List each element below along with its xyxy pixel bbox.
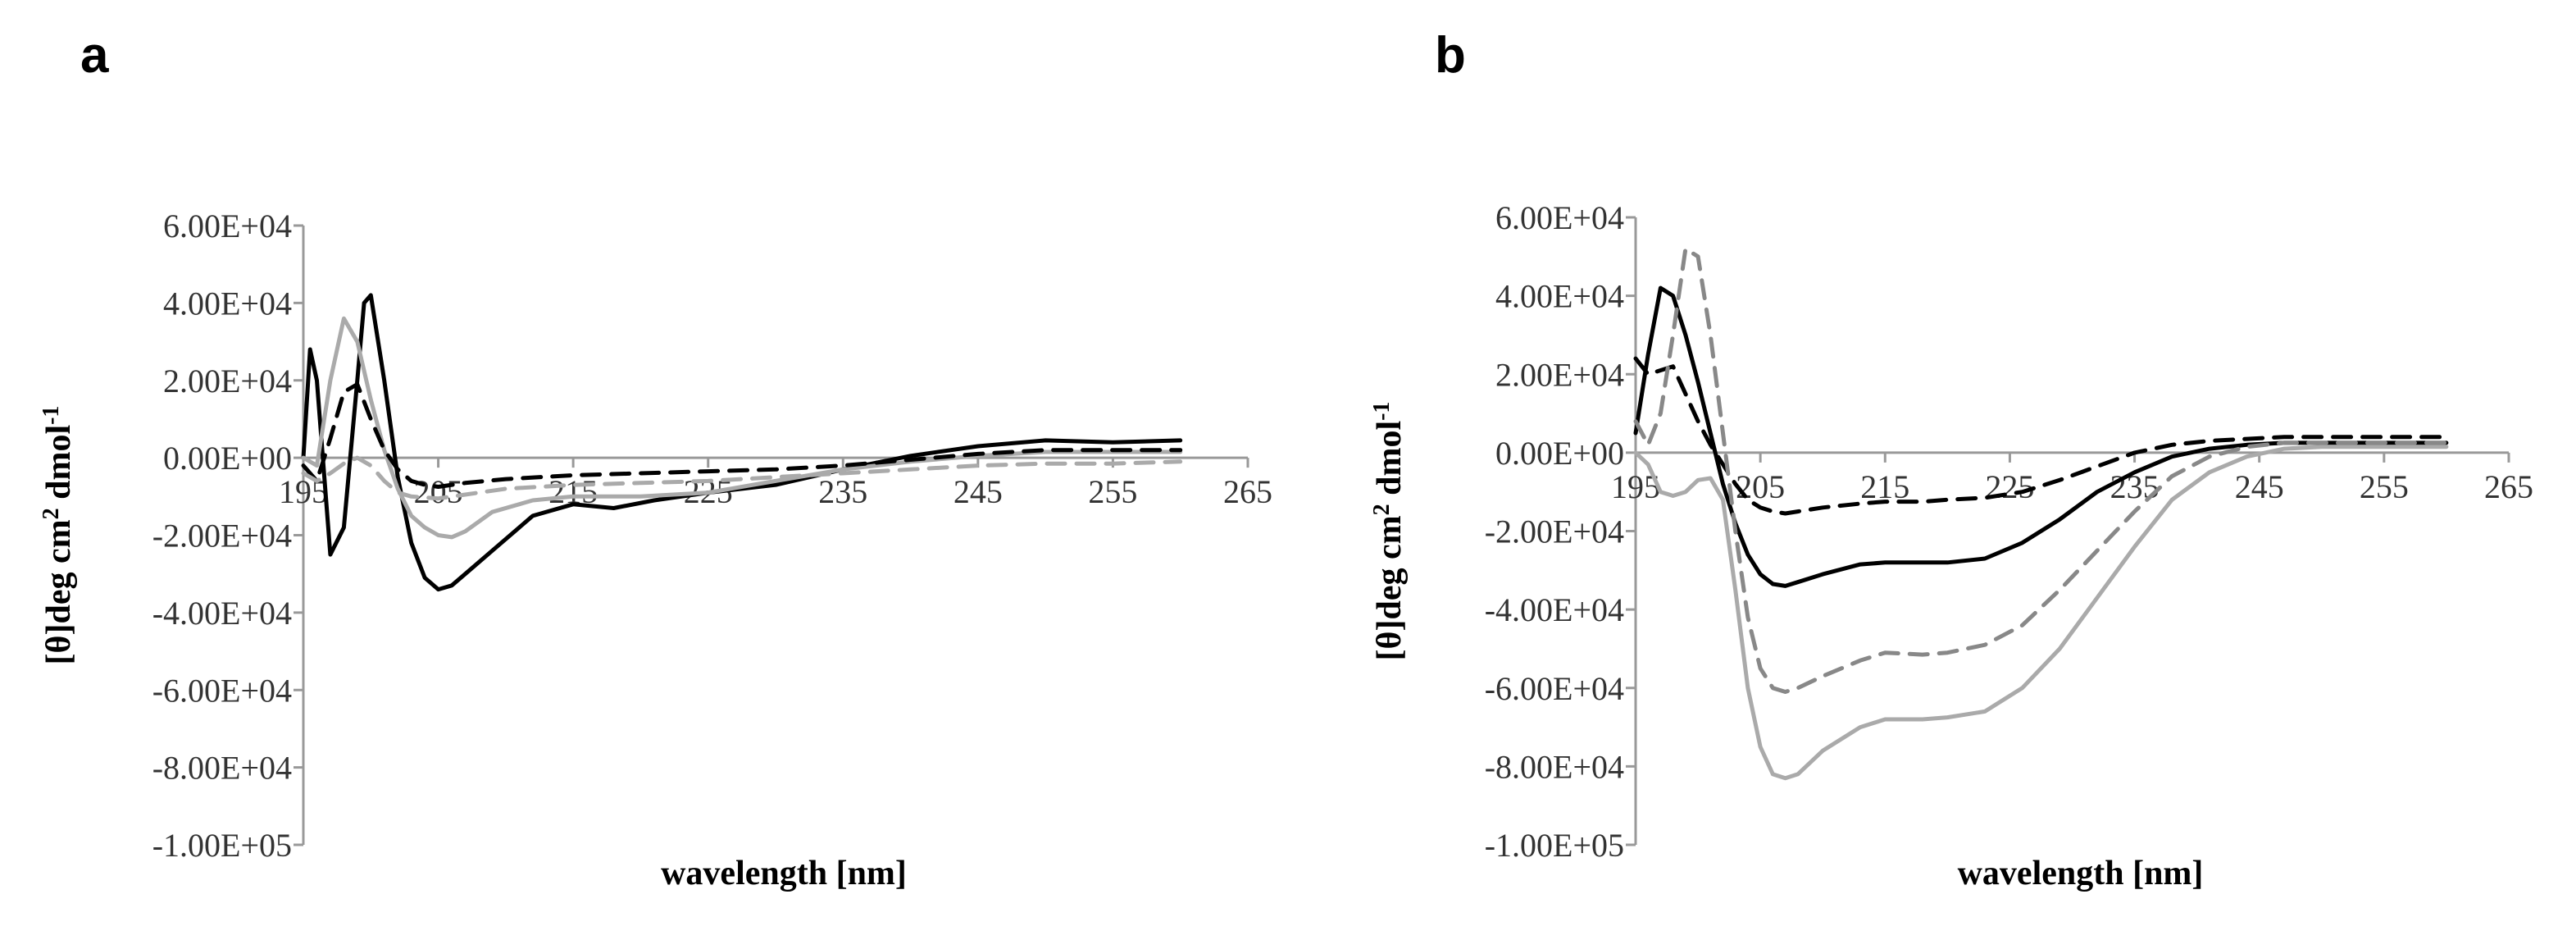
y-tick-label: -1.00E+05 [152, 827, 292, 864]
y-tick-label: -1.00E+05 [1485, 827, 1624, 864]
y-tick-label: -4.00E+04 [152, 595, 292, 632]
y-tick-label: -2.00E+04 [152, 518, 292, 554]
series-line-1 [1633, 285, 2449, 588]
y-axis-title-text: [θ]deg cm [1371, 515, 1409, 660]
y-tick-label: -6.00E+04 [152, 672, 292, 709]
x-tick-label: 205 [414, 473, 463, 510]
y-tick-label: 4.00E+04 [163, 285, 292, 322]
panel-label-a: a [80, 27, 109, 84]
x-tick-label: 205 [1736, 468, 1785, 505]
y-tick-label: 0.00E+00 [1495, 435, 1624, 472]
y-tick-label: -8.00E+04 [1485, 748, 1624, 785]
y-tick-label: 2.00E+04 [163, 363, 292, 399]
x-tick-label: 255 [2360, 468, 2409, 505]
y-tick-label: -6.00E+04 [1485, 670, 1624, 707]
series-line-3 [1633, 356, 2449, 516]
x-tick-label: 255 [1088, 473, 1137, 510]
x-tick-label: 245 [953, 473, 1003, 510]
series-line-4 [1633, 246, 2449, 694]
chart-a: 6.00E+04 4.00E+04 2.00E+04 0.00E+00 -2.00E+0… [39, 208, 1272, 892]
y-axis-title: [θ]deg cm2 dmol-1 [39, 406, 78, 665]
y-tick-label: -4.00E+04 [1485, 591, 1624, 628]
x-tick-label: 235 [818, 473, 867, 510]
x-axis-title: wavelength [nm] [1958, 855, 2204, 892]
y-tick-label: 6.00E+04 [163, 208, 292, 244]
y-axis-title-superscript: -1 [1369, 402, 1395, 421]
y-tick-label: 4.00E+04 [1495, 278, 1624, 315]
y-tick-label: 0.00E+00 [163, 440, 292, 477]
y-tick-label: -8.00E+04 [152, 750, 292, 787]
x-tick-label: 245 [2235, 468, 2284, 505]
x-tick-label: 265 [2484, 468, 2533, 505]
y-axis-title-text: [θ]deg cm [40, 519, 78, 664]
panel-label-b: b [1435, 27, 1466, 84]
y-axis-title: [θ]deg cm2 dmol-1 [1369, 402, 1409, 661]
chart-b: 6.00E+04 4.00E+04 2.00E+04 0.00E+00 -2.00E+0… [1369, 199, 2533, 892]
series-line-2 [1633, 445, 2449, 781]
y-axis-title-superscript: 2 [1369, 504, 1395, 515]
series-line-4 [301, 455, 1183, 501]
y-tick-label: 6.00E+04 [1495, 199, 1624, 236]
y-tick-label: 2.00E+04 [1495, 356, 1624, 393]
y-tick-label: -2.00E+04 [1485, 513, 1624, 550]
y-axis-title-superscript: 2 [39, 508, 64, 519]
series-line-1 [301, 293, 1183, 592]
y-axis-title-text: dmol [1371, 421, 1409, 504]
y-axis-title-superscript: -1 [39, 406, 64, 425]
x-tick-label: 225 [1985, 468, 2034, 505]
series-line-3 [301, 382, 1183, 489]
y-axis-title-text: dmol [40, 425, 78, 509]
x-tick-label: 265 [1223, 473, 1272, 510]
x-tick-label: 215 [1860, 468, 1909, 505]
x-axis-title: wavelength [nm] [661, 855, 907, 892]
